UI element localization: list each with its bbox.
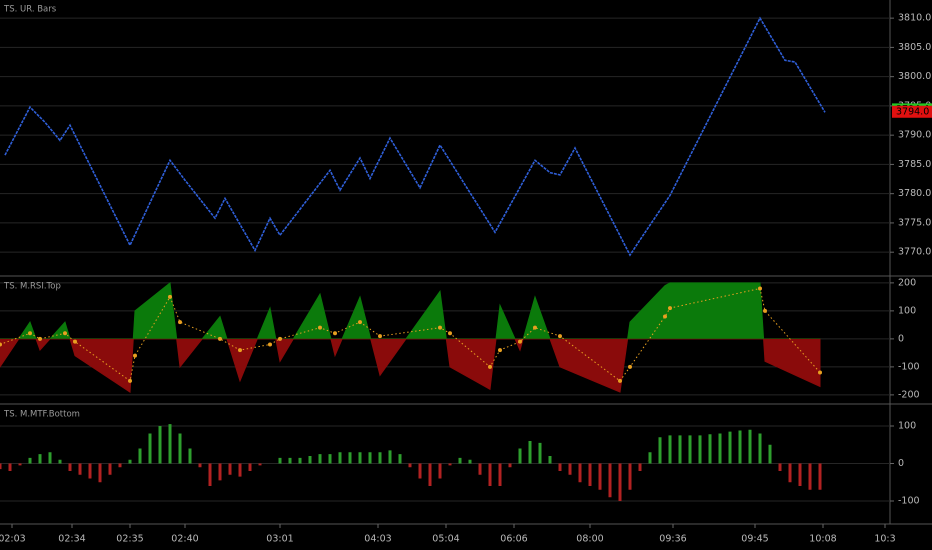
signal-dot <box>668 306 672 311</box>
y-tick-label: 100 <box>898 421 916 432</box>
signal-dot <box>758 286 762 291</box>
signal-dot <box>333 331 337 336</box>
y-tick-label: 3785.0 <box>898 159 931 170</box>
rsi-area-positive <box>0 281 821 339</box>
y-tick-label: 0 <box>898 333 904 344</box>
y-tick-label: 0 <box>898 458 904 469</box>
signal-dot <box>663 314 667 319</box>
x-tick-label: 02:03 <box>0 534 26 545</box>
panel-title: TS. M.RSI.Top <box>3 282 61 292</box>
x-tick-label: 06:06 <box>500 534 527 545</box>
signal-dot <box>378 334 382 339</box>
x-tick-label: 02:35 <box>116 534 143 545</box>
signal-dot <box>498 348 502 353</box>
signal-dot <box>38 336 42 341</box>
y-tick-label: 3780.0 <box>898 188 931 199</box>
x-tick-label: 05:04 <box>432 534 459 545</box>
signal-dot <box>438 325 442 330</box>
signal-dot <box>318 325 322 330</box>
signal-dot <box>628 364 632 369</box>
x-tick-label: 02:40 <box>171 534 198 545</box>
signal-dot <box>28 331 32 336</box>
signal-dot <box>268 342 272 347</box>
rsi-area-negative <box>0 338 821 393</box>
y-tick-label: 100 <box>898 305 916 316</box>
y-tick-label: -100 <box>898 496 920 507</box>
signal-dot <box>278 336 282 341</box>
x-tick-label: 09:36 <box>659 534 686 545</box>
signal-dot <box>448 331 452 336</box>
y-tick-label: 3790.0 <box>898 130 931 141</box>
x-tick-label: 03:01 <box>266 534 293 545</box>
signal-dot <box>358 320 362 325</box>
signal-dot <box>73 339 77 344</box>
y-tick-label: 200 <box>898 277 916 288</box>
y-tick-label: 3810.0 <box>898 13 931 24</box>
signal-dot <box>238 348 242 353</box>
x-tick-label: 10:08 <box>809 534 836 545</box>
y-tick-label: -100 <box>898 361 920 372</box>
x-tick-label: 08:00 <box>576 534 603 545</box>
y-tick-label: 3805.0 <box>898 42 931 53</box>
signal-dot <box>63 331 67 336</box>
signal-dot <box>133 353 137 358</box>
y-tick-label: -200 <box>898 389 920 400</box>
price-line <box>4 16 826 257</box>
x-tick-label: 02:34 <box>58 534 85 545</box>
x-tick-label: 04:03 <box>364 534 391 545</box>
panel-title: TS. M.MTF.Bottom <box>3 410 80 420</box>
x-tick-label: 09:45 <box>741 534 768 545</box>
signal-dot <box>818 370 822 375</box>
y-tick-label: 3770.0 <box>898 247 931 258</box>
signal-dot <box>218 336 222 341</box>
signal-dot <box>168 294 172 299</box>
panel-title: TS. UR. Bars <box>3 5 57 15</box>
price-tag <box>892 105 932 118</box>
y-tick-label: 3800.0 <box>898 71 931 82</box>
signal-dot <box>533 325 537 330</box>
signal-dot <box>178 320 182 325</box>
price-tag-label: 3794.0 <box>896 106 929 117</box>
signal-dot <box>763 308 767 313</box>
signal-dot <box>0 342 2 347</box>
signal-dot <box>488 364 492 369</box>
x-tick-label: 10:3 <box>874 534 895 545</box>
y-tick-label: 3775.0 <box>898 217 931 228</box>
signal-dot <box>128 378 132 383</box>
signal-dot <box>558 334 562 339</box>
signal-dot <box>618 378 622 383</box>
signal-dot <box>518 339 522 344</box>
